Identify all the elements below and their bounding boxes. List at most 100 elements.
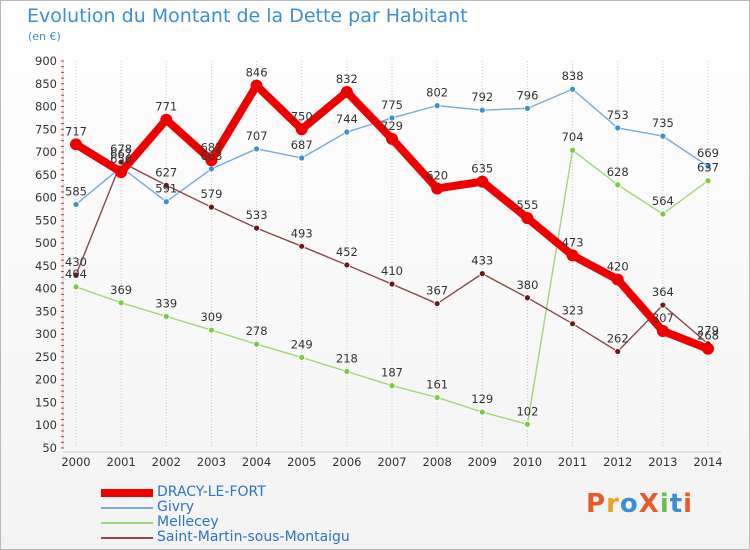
data-label: 369 [110, 283, 132, 297]
data-point [343, 128, 351, 136]
x-tick-label: 2013 [648, 455, 677, 469]
data-point [614, 124, 622, 132]
data-label: 663 [200, 149, 222, 163]
data-point [70, 138, 82, 151]
data-label: 129 [471, 392, 493, 406]
data-point [162, 198, 170, 206]
y-tick-label: 400 [35, 282, 57, 296]
data-label: 656 [110, 152, 132, 166]
data-label: 278 [246, 324, 268, 338]
x-tick-label: 2003 [197, 455, 226, 469]
data-point [115, 166, 128, 179]
data-point [476, 175, 489, 188]
x-tick-label: 2012 [603, 455, 632, 469]
data-label: 430 [65, 255, 87, 269]
data-label: 704 [562, 130, 584, 144]
x-tick-label: 2005 [287, 455, 316, 469]
data-label: 380 [516, 278, 538, 292]
data-point [208, 203, 215, 211]
x-tick-label: 2008 [423, 455, 452, 469]
data-point [298, 353, 306, 361]
data-label: 802 [426, 86, 448, 100]
y-tick-label: 350 [35, 304, 57, 318]
data-point [340, 85, 353, 98]
data-point [295, 123, 308, 136]
y-tick-label: 250 [35, 350, 57, 364]
data-point [386, 132, 398, 145]
data-label: 846 [246, 66, 268, 80]
data-point [431, 182, 444, 195]
data-point [524, 420, 531, 428]
data-label: 404 [65, 267, 87, 281]
data-point [72, 201, 80, 208]
data-point [704, 162, 712, 170]
data-point [343, 261, 351, 269]
data-point [298, 154, 306, 162]
y-tick-label: 750 [35, 122, 57, 136]
data-label: 307 [652, 311, 674, 325]
data-point [162, 313, 170, 320]
data-label: 775 [381, 98, 403, 112]
data-label: 187 [381, 366, 403, 380]
data-point [433, 394, 441, 401]
data-point [659, 301, 667, 309]
data-point [569, 85, 576, 93]
y-tick-label: 50 [42, 441, 57, 455]
x-tick-label: 2014 [693, 455, 722, 469]
data-point [478, 408, 486, 416]
chart-title: Evolution du Montant de la Dette par Hab… [27, 5, 468, 27]
data-point [478, 106, 486, 114]
data-label: 323 [562, 304, 584, 318]
data-label: 493 [291, 226, 313, 240]
data-label: 262 [607, 331, 629, 345]
data-label: 533 [246, 208, 268, 222]
data-point [433, 300, 441, 308]
y-tick-label: 100 [35, 418, 57, 432]
legend-label: Mellecey [157, 514, 219, 530]
data-label: 218 [336, 352, 358, 366]
data-point [702, 342, 714, 355]
data-point [614, 348, 622, 355]
data-label: 268 [697, 329, 719, 343]
data-label: 555 [516, 198, 538, 212]
data-label: 249 [291, 337, 313, 351]
x-tick-label: 2011 [558, 455, 587, 469]
y-tick-label: 800 [35, 100, 57, 114]
data-point [208, 326, 215, 334]
data-label: 433 [471, 254, 493, 268]
data-point [614, 181, 622, 189]
data-label: 838 [562, 69, 584, 83]
data-label: 452 [336, 245, 358, 259]
data-point [659, 132, 667, 140]
data-point [659, 210, 667, 218]
legend-swatch [101, 489, 153, 497]
data-label: 678 [110, 142, 132, 156]
data-point [117, 299, 125, 307]
y-tick-label: 150 [35, 395, 57, 409]
data-point [343, 368, 351, 375]
data-label: 669 [697, 146, 719, 160]
legend-label: Givry [157, 499, 195, 515]
x-tick-label: 2006 [332, 455, 361, 469]
data-label: 420 [607, 260, 629, 274]
data-label: 717 [65, 124, 87, 138]
data-point [253, 145, 260, 153]
data-label: 367 [426, 284, 448, 298]
data-point [566, 249, 579, 262]
data-label: 707 [246, 129, 268, 143]
data-point [388, 382, 396, 390]
data-label: 102 [516, 404, 538, 418]
data-label: 637 [697, 161, 719, 175]
y-tick-label: 300 [35, 327, 57, 341]
y-tick-label: 850 [35, 77, 57, 91]
x-tick-label: 2007 [377, 455, 406, 469]
data-label: 410 [381, 264, 403, 278]
data-label: 628 [607, 165, 629, 179]
data-point [524, 294, 531, 302]
data-label: 579 [200, 187, 222, 201]
data-label: 279 [697, 324, 719, 338]
data-point [117, 158, 125, 166]
data-label: 339 [155, 296, 177, 310]
legend-swatch [101, 537, 153, 539]
y-tick-label: 900 [35, 54, 57, 68]
